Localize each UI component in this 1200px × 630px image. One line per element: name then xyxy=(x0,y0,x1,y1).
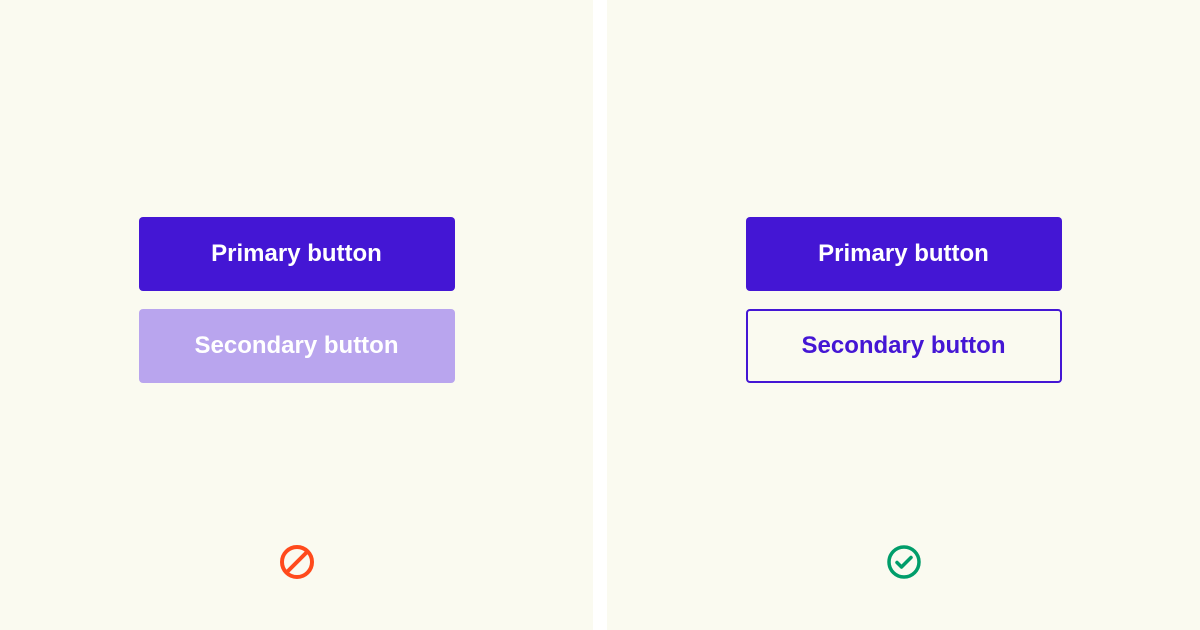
panel-good-example: Primary button Secondary button xyxy=(607,0,1200,630)
secondary-button-label: Secondary button xyxy=(194,332,398,360)
secondary-button-label: Secondary button xyxy=(801,332,1005,360)
check-circle-icon xyxy=(886,544,922,580)
button-group-good: Primary button Secondary button xyxy=(746,217,1062,383)
panel-bad-example: Primary button Secondary button xyxy=(0,0,593,630)
secondary-button-good[interactable]: Secondary button xyxy=(746,309,1062,383)
primary-button-label: Primary button xyxy=(211,240,382,268)
button-group-bad: Primary button Secondary button xyxy=(139,217,455,383)
secondary-button-bad[interactable]: Secondary button xyxy=(139,309,455,383)
prohibited-icon xyxy=(279,544,315,580)
primary-button-label: Primary button xyxy=(818,240,989,268)
primary-button-good[interactable]: Primary button xyxy=(746,217,1062,291)
primary-button-bad[interactable]: Primary button xyxy=(139,217,455,291)
